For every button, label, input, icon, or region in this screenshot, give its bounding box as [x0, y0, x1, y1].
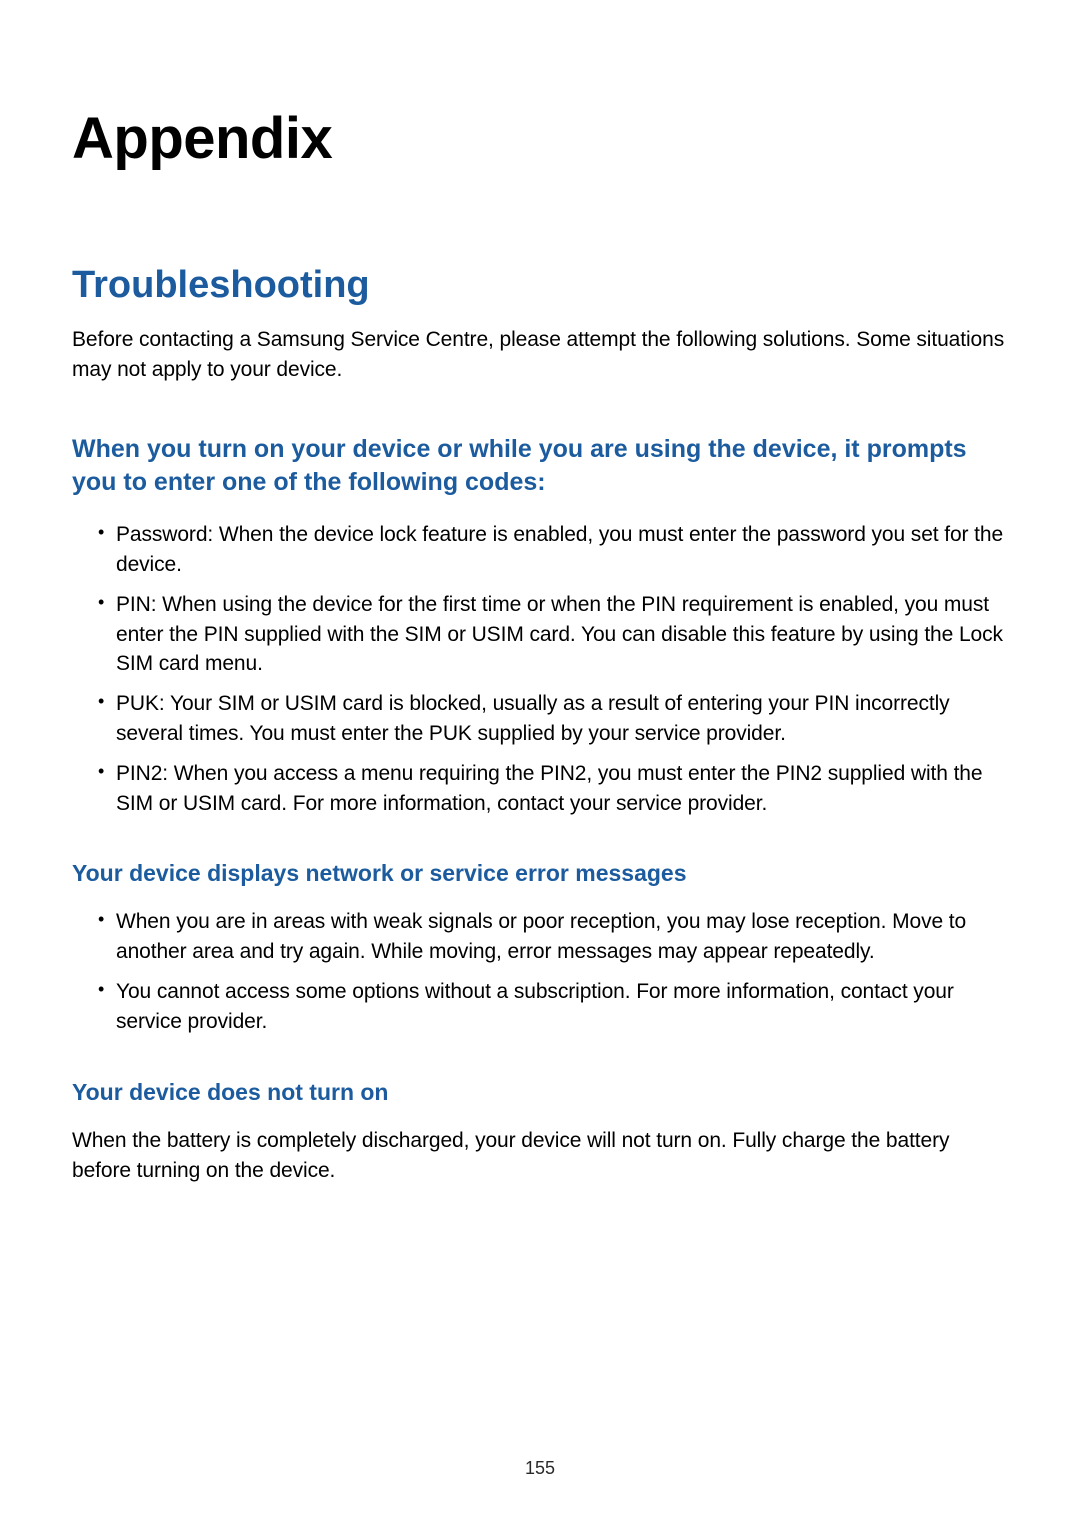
list-item: When you are in areas with weak signals … [98, 907, 1008, 967]
subheading-not-turn-on: Your device does not turn on [72, 1077, 1008, 1108]
subheading-codes: When you turn on your device or while yo… [72, 433, 1008, 501]
page-number: 155 [0, 1458, 1080, 1479]
section-intro: Before contacting a Samsung Service Cent… [72, 325, 1008, 385]
list-item: PUK: Your SIM or USIM card is blocked, u… [98, 689, 1008, 749]
bullet-list-network: When you are in areas with weak signals … [72, 907, 1008, 1036]
list-item: You cannot access some options without a… [98, 977, 1008, 1037]
bullet-list-codes: Password: When the device lock feature i… [72, 520, 1008, 818]
list-item: PIN: When using the device for the first… [98, 590, 1008, 679]
list-item: PIN2: When you access a menu requiring t… [98, 759, 1008, 819]
manual-page: Appendix Troubleshooting Before contacti… [0, 0, 1080, 1527]
subheading-network-error: Your device displays network or service … [72, 858, 1008, 889]
section-heading: Troubleshooting [72, 264, 1008, 307]
list-item: Password: When the device lock feature i… [98, 520, 1008, 580]
page-title: Appendix [72, 105, 1008, 172]
paragraph-not-turn-on: When the battery is completely discharge… [72, 1126, 1008, 1186]
